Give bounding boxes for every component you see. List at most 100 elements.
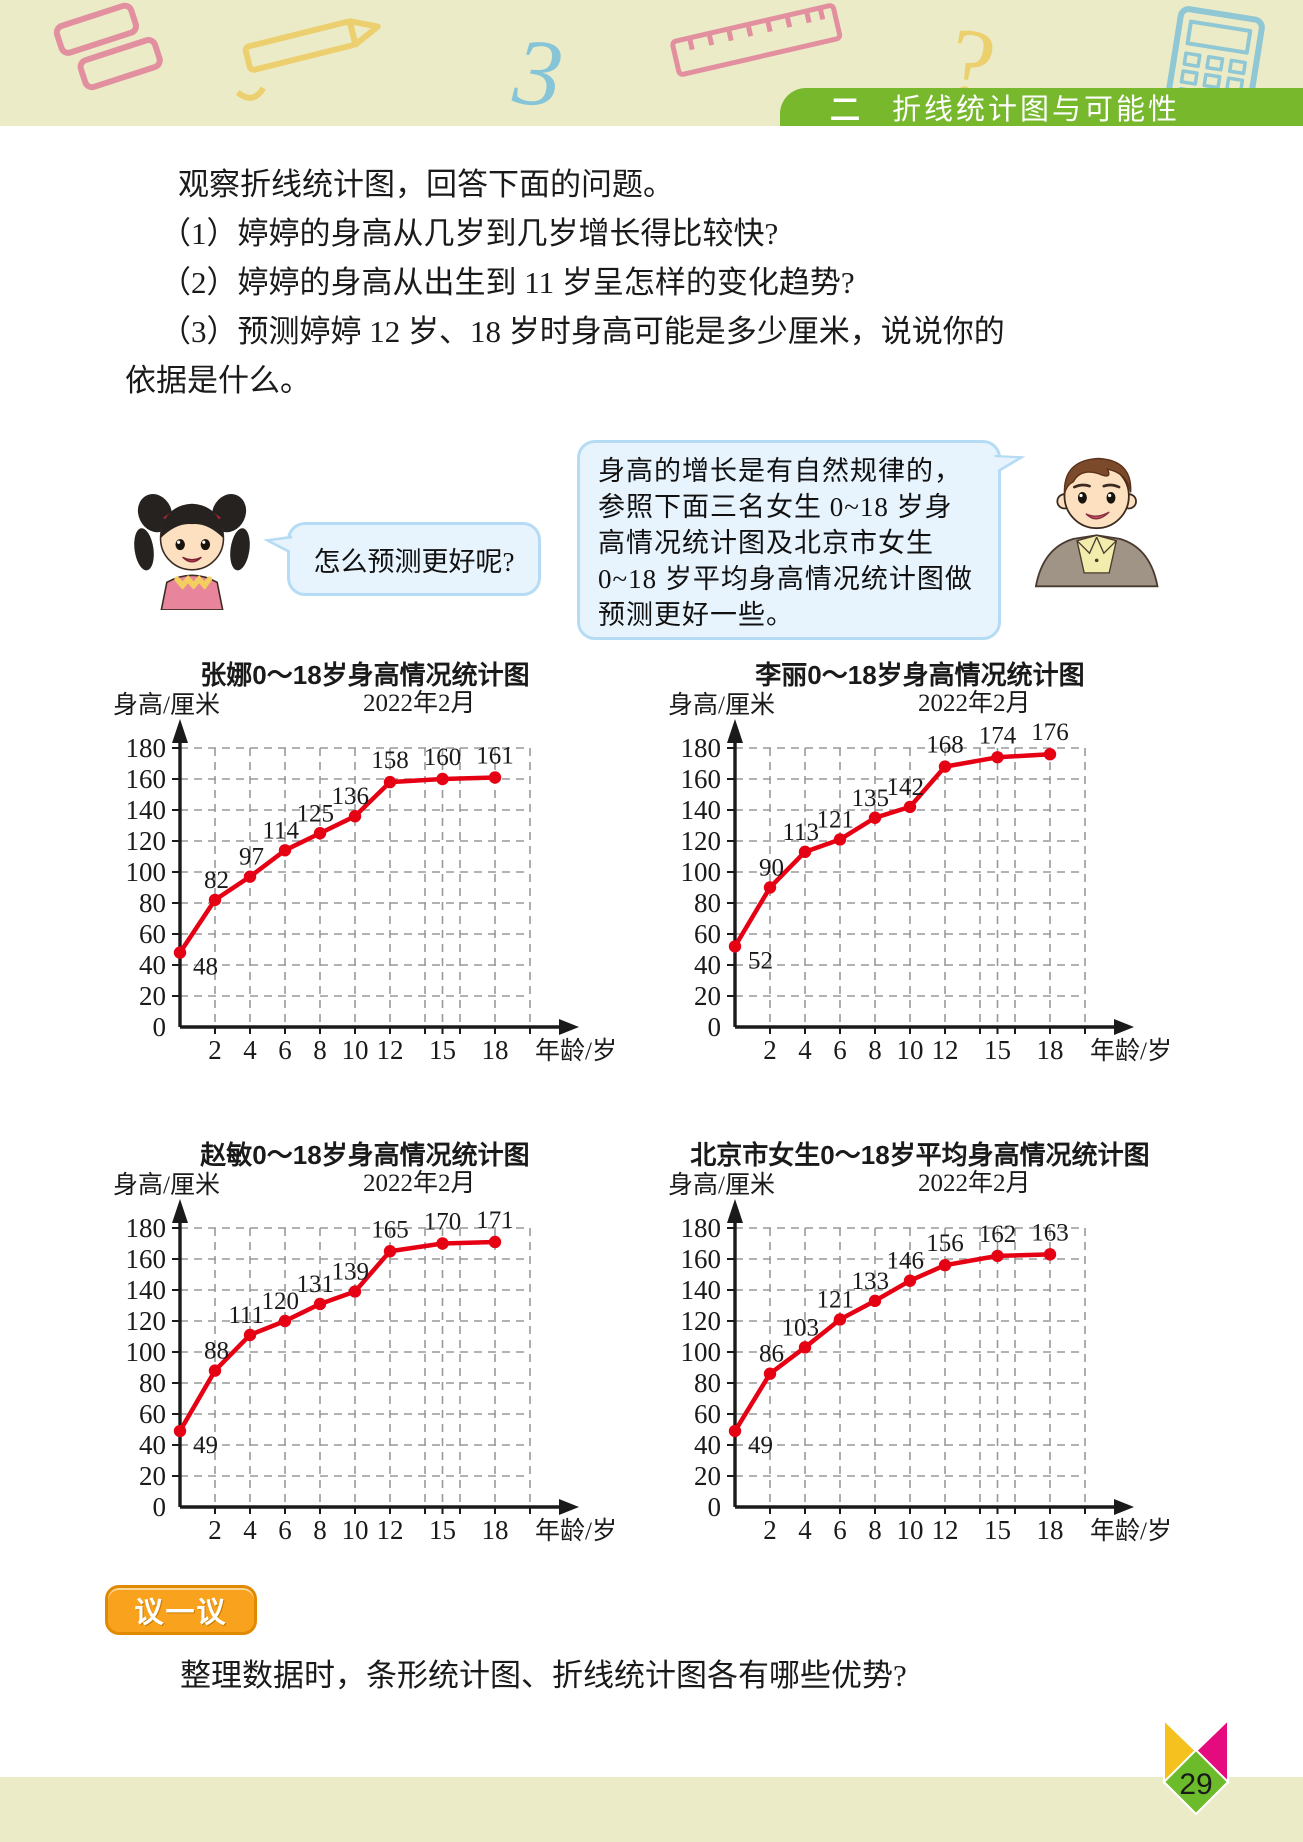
- svg-text:6: 6: [833, 1515, 847, 1545]
- svg-text:18: 18: [1037, 1035, 1064, 1065]
- svg-text:120: 120: [681, 1306, 722, 1336]
- svg-text:103: 103: [782, 1314, 820, 1341]
- svg-text:15: 15: [429, 1035, 456, 1065]
- svg-text:111: 111: [228, 1302, 264, 1329]
- svg-text:18: 18: [482, 1035, 509, 1065]
- svg-text:125: 125: [297, 800, 335, 827]
- chart-date: 2022年2月: [918, 1170, 1031, 1197]
- svg-text:162: 162: [979, 1221, 1017, 1248]
- svg-text:48: 48: [193, 954, 218, 981]
- svg-text:8: 8: [868, 1035, 882, 1065]
- girl-speech-text: 怎么预测更好呢?: [313, 546, 515, 577]
- svg-text:8: 8: [313, 1035, 327, 1065]
- chart-date: 2022年2月: [918, 690, 1031, 717]
- svg-text:121: 121: [817, 806, 855, 833]
- y-axis-label: 身高/厘米: [113, 1172, 220, 1199]
- header-band: 3 ? 二 折线统计图与可能性: [0, 0, 1303, 127]
- footer-band: [0, 1777, 1303, 1842]
- svg-text:131: 131: [297, 1271, 335, 1298]
- svg-text:121: 121: [817, 1286, 855, 1313]
- svg-text:168: 168: [926, 732, 964, 759]
- svg-text:8: 8: [313, 1515, 327, 1545]
- svg-text:0: 0: [708, 1012, 722, 1042]
- svg-text:140: 140: [681, 1275, 722, 1305]
- svg-text:100: 100: [681, 1337, 722, 1367]
- question-3-continuation: 依据是什么。: [125, 363, 311, 398]
- svg-text:12: 12: [932, 1515, 959, 1545]
- svg-text:120: 120: [262, 1288, 300, 1315]
- svg-text:140: 140: [681, 795, 722, 825]
- chart-date: 2022年2月: [363, 1170, 476, 1197]
- svg-text:20: 20: [139, 981, 166, 1011]
- svg-text:6: 6: [833, 1035, 847, 1065]
- svg-text:80: 80: [694, 1368, 721, 1398]
- svg-text:0: 0: [708, 1492, 722, 1522]
- svg-text:100: 100: [681, 857, 722, 887]
- svg-text:8: 8: [868, 1515, 882, 1545]
- svg-text:97: 97: [239, 844, 264, 871]
- svg-text:161: 161: [476, 742, 514, 769]
- svg-text:60: 60: [139, 919, 166, 949]
- teacher-avatar: [1034, 457, 1159, 588]
- girl-avatar: [134, 493, 250, 610]
- svg-text:18: 18: [482, 1515, 509, 1545]
- svg-text:160: 160: [424, 744, 462, 771]
- svg-text:0: 0: [153, 1492, 167, 1522]
- svg-text:年龄/岁: 年龄/岁: [1090, 1517, 1172, 1545]
- charts-row-1: 张娜0～18岁身高情况统计图 身高/厘米 2022年2月 0 20 40 60 80 10…: [105, 655, 1180, 1085]
- chart-zhaomin: 赵敏0～18岁身高情况统计图 身高/厘米 2022年2月 0 20 40 60 80 10…: [105, 1135, 625, 1565]
- question-3: （3）预测婷婷 12 岁、18 岁时身高可能是多少厘米，说说你的: [160, 314, 1005, 349]
- svg-text:140: 140: [126, 1275, 167, 1305]
- svg-text:80: 80: [694, 888, 721, 918]
- svg-text:2: 2: [208, 1035, 222, 1065]
- svg-text:40: 40: [694, 1430, 721, 1460]
- page-number: 29: [1179, 1768, 1212, 1801]
- chart-date: 2022年2月: [363, 690, 476, 717]
- svg-text:40: 40: [139, 950, 166, 980]
- svg-text:年龄/岁: 年龄/岁: [535, 1037, 617, 1065]
- svg-text:49: 49: [193, 1432, 218, 1459]
- svg-text:年龄/岁: 年龄/岁: [535, 1517, 617, 1545]
- eraser-icon: [53, 2, 163, 91]
- charts-row-2: 赵敏0～18岁身高情况统计图 身高/厘米 2022年2月 0 20 40 60 80 10…: [105, 1135, 1180, 1565]
- svg-text:120: 120: [126, 1306, 167, 1336]
- y-axis-label: 身高/厘米: [668, 1172, 775, 1199]
- unit-banner: 二 折线统计图与可能性: [780, 88, 1303, 127]
- ruler-icon: [670, 3, 843, 77]
- teacher-speech-text: 身高的增长是有自然规律的，参照下面三名女生 0~18 岁身高情况统计图及北京市女…: [598, 456, 973, 630]
- y-axis-label: 身高/厘米: [668, 692, 775, 719]
- svg-text:2: 2: [208, 1515, 222, 1545]
- y-axis-label: 身高/厘米: [113, 692, 220, 719]
- svg-text:135: 135: [852, 785, 890, 812]
- svg-text:6: 6: [278, 1515, 292, 1545]
- page-number-marker: 29: [1162, 1717, 1230, 1816]
- pencil-icon: [235, 18, 381, 101]
- chart-zhangna: 张娜0～18岁身高情况统计图 身高/厘米 2022年2月 0 20 40 60 80 10…: [105, 655, 625, 1085]
- question-2: （2）婷婷的身高从出生到 11 岁呈怎样的变化趋势?: [160, 265, 855, 300]
- svg-text:90: 90: [759, 855, 784, 882]
- svg-text:160: 160: [126, 1244, 167, 1274]
- svg-text:142: 142: [887, 774, 925, 801]
- svg-text:15: 15: [984, 1035, 1011, 1065]
- girl-speech-bubble: 怎么预测更好呢?: [287, 522, 541, 596]
- svg-text:12: 12: [377, 1035, 404, 1065]
- svg-text:120: 120: [681, 826, 722, 856]
- question-1: （1）婷婷的身高从几岁到几岁增长得比较快?: [160, 216, 779, 251]
- svg-text:113: 113: [782, 819, 819, 846]
- unit-number: 二: [830, 94, 862, 127]
- svg-text:10: 10: [897, 1035, 924, 1065]
- unit-title: 折线统计图与可能性: [892, 94, 1181, 126]
- svg-text:49: 49: [748, 1432, 773, 1459]
- chart-title: 张娜0～18岁身高情况统计图: [200, 660, 530, 690]
- svg-text:10: 10: [342, 1515, 369, 1545]
- svg-text:176: 176: [1031, 719, 1069, 746]
- chart-title: 北京市女生0～18岁平均身高情况统计图: [690, 1140, 1150, 1170]
- svg-text:160: 160: [681, 764, 722, 794]
- svg-text:52: 52: [748, 947, 773, 974]
- svg-text:4: 4: [243, 1515, 257, 1545]
- svg-text:160: 160: [681, 1244, 722, 1274]
- svg-text:163: 163: [1031, 1219, 1069, 1246]
